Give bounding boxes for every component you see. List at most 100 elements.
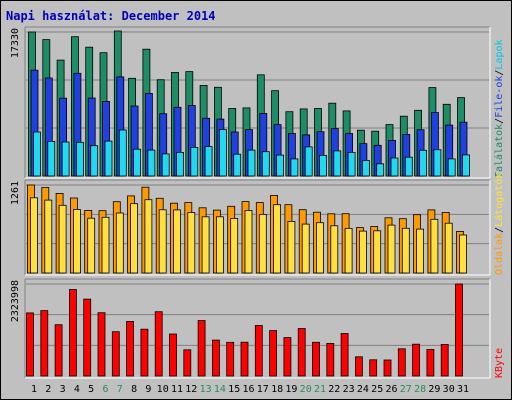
bar-sites-day-25 (373, 230, 382, 274)
x-tick-label-6: 6 (102, 384, 108, 395)
x-tick-label-11: 11 (171, 384, 183, 395)
bar-sites-day-4 (73, 209, 81, 274)
panel-middle: 1261 Oldalak/Látogatók (10, 173, 505, 276)
bar-sites-day-20 (301, 223, 310, 274)
x-tick-label-13: 13 (200, 384, 212, 395)
bar-pages-day-9 (147, 149, 156, 177)
x-tick-label-8: 8 (131, 384, 137, 395)
bar-sites-day-30 (444, 222, 453, 274)
legend-item: KByte (494, 348, 505, 378)
x-tick-label-14: 14 (214, 384, 226, 395)
legend-item: / (494, 70, 505, 76)
x-tick-label-19: 19 (285, 384, 297, 395)
x-tick-label-26: 26 (385, 384, 397, 395)
bar-pages-day-1 (33, 131, 41, 177)
x-tick-label-23: 23 (343, 384, 355, 395)
bar-sites-day-1 (30, 197, 38, 274)
bar-pages-day-18 (276, 154, 285, 177)
bar-sites-day-15 (230, 218, 239, 274)
bar-sites-day-9 (144, 199, 153, 274)
legend-middle: Oldalak/Látogatók (493, 173, 505, 275)
bar-sites-day-29 (430, 218, 439, 274)
bar-kbytes-day-8 (126, 320, 134, 377)
bar-kbytes-day-22 (326, 342, 335, 377)
bar-kbytes-day-3 (54, 324, 63, 377)
y-max-label: 2323998 (10, 280, 21, 322)
bar-kbytes-day-17 (254, 325, 263, 377)
legend-item: / (494, 227, 505, 233)
x-tick-label-4: 4 (74, 384, 80, 395)
bar-pages-day-7 (118, 129, 127, 177)
bar-kbytes-day-19 (283, 337, 292, 377)
x-tick-label-16: 16 (242, 384, 254, 395)
bar-kbytes-day-14 (211, 339, 220, 377)
bar-pages-day-19 (290, 158, 299, 177)
bar-pages-day-4 (76, 141, 84, 177)
x-tick-label-30: 30 (443, 384, 455, 395)
bar-sites-day-7 (115, 212, 124, 274)
legend-item: Lapok (494, 39, 505, 69)
bar-sites-day-13 (201, 216, 210, 274)
bar-sites-day-18 (273, 204, 282, 274)
bar-sites-day-19 (287, 220, 296, 274)
bar-sites-day-16 (244, 210, 253, 274)
bar-kbytes-day-27 (397, 348, 406, 377)
legend-item: Találatok (493, 124, 505, 178)
bar-sites-day-24 (358, 230, 367, 274)
bar-kbytes-day-2 (40, 310, 49, 377)
x-tick-label-29: 29 (428, 384, 440, 395)
bar-kbytes-day-6 (97, 312, 106, 377)
bar-pages-day-28 (419, 149, 428, 177)
bar-kbytes-day-10 (154, 311, 163, 377)
bar-kbytes-day-4 (69, 289, 77, 377)
bar-kbytes-day-24 (354, 356, 363, 377)
bar-sites-day-31 (459, 234, 467, 274)
bar-pages-day-26 (390, 157, 399, 177)
x-tick-label-24: 24 (357, 384, 369, 395)
bar-pages-day-11 (176, 151, 184, 177)
x-tick-label-12: 12 (185, 384, 197, 395)
bar-pages-day-3 (61, 141, 70, 177)
x-tick-label-7: 7 (117, 384, 123, 395)
bar-sites-day-10 (158, 209, 167, 274)
bar-pages-day-21 (319, 154, 327, 177)
legend-item: File-ok (494, 76, 505, 118)
bar-sites-day-21 (316, 222, 324, 274)
bar-kbytes-day-5 (83, 298, 92, 377)
bar-kbytes-day-7 (111, 331, 120, 377)
x-tick-label-27: 27 (400, 384, 412, 395)
x-tick-label-31: 31 (457, 384, 469, 395)
bar-sites-day-11 (173, 209, 181, 274)
legend-item: / (494, 118, 505, 124)
legend-top: Találatok/File-ok/Lapok (493, 39, 505, 178)
bar-pages-day-8 (133, 148, 142, 177)
bar-kbytes-day-21 (312, 341, 320, 377)
chart-title: Napi használat: December 2014 (6, 9, 216, 23)
bar-pages-day-10 (161, 153, 170, 177)
bar-sites-day-5 (87, 217, 96, 274)
panel-bottom: 2323998 KByte (10, 278, 505, 379)
x-axis-labels: 1 2 3 4 5 6 7 8 9 10 11 12 13 14 15 16 17 18 19 20 21 22 23 24 2… (31, 384, 469, 395)
bar-kbytes-day-9 (140, 328, 149, 377)
bar-kbytes-day-23 (340, 333, 349, 377)
bar-pages-day-29 (433, 149, 442, 177)
bar-pages-day-20 (304, 146, 313, 177)
x-tick-label-2: 2 (45, 384, 51, 395)
bar-pages-day-13 (204, 146, 213, 177)
bar-sites-day-12 (187, 212, 196, 274)
x-tick-label-21: 21 (314, 384, 326, 395)
y-max-label: 1261 (10, 181, 21, 205)
bar-sites-day-28 (416, 228, 425, 274)
bar-kbytes-day-16 (240, 341, 249, 377)
legend-item: Oldalak (494, 233, 505, 275)
bar-sites-day-2 (44, 199, 53, 274)
bar-sites-day-26 (387, 224, 396, 274)
x-tick-label-20: 20 (300, 384, 312, 395)
y-max-label: 17330 (10, 28, 21, 58)
bar-kbytes-day-31 (455, 283, 463, 377)
x-tick-label-22: 22 (328, 384, 340, 395)
bar-pages-day-14 (218, 129, 227, 177)
legend-bottom: KByte (494, 348, 505, 378)
bar-kbytes-day-29 (426, 349, 435, 377)
bar-kbytes-day-1 (26, 312, 34, 377)
